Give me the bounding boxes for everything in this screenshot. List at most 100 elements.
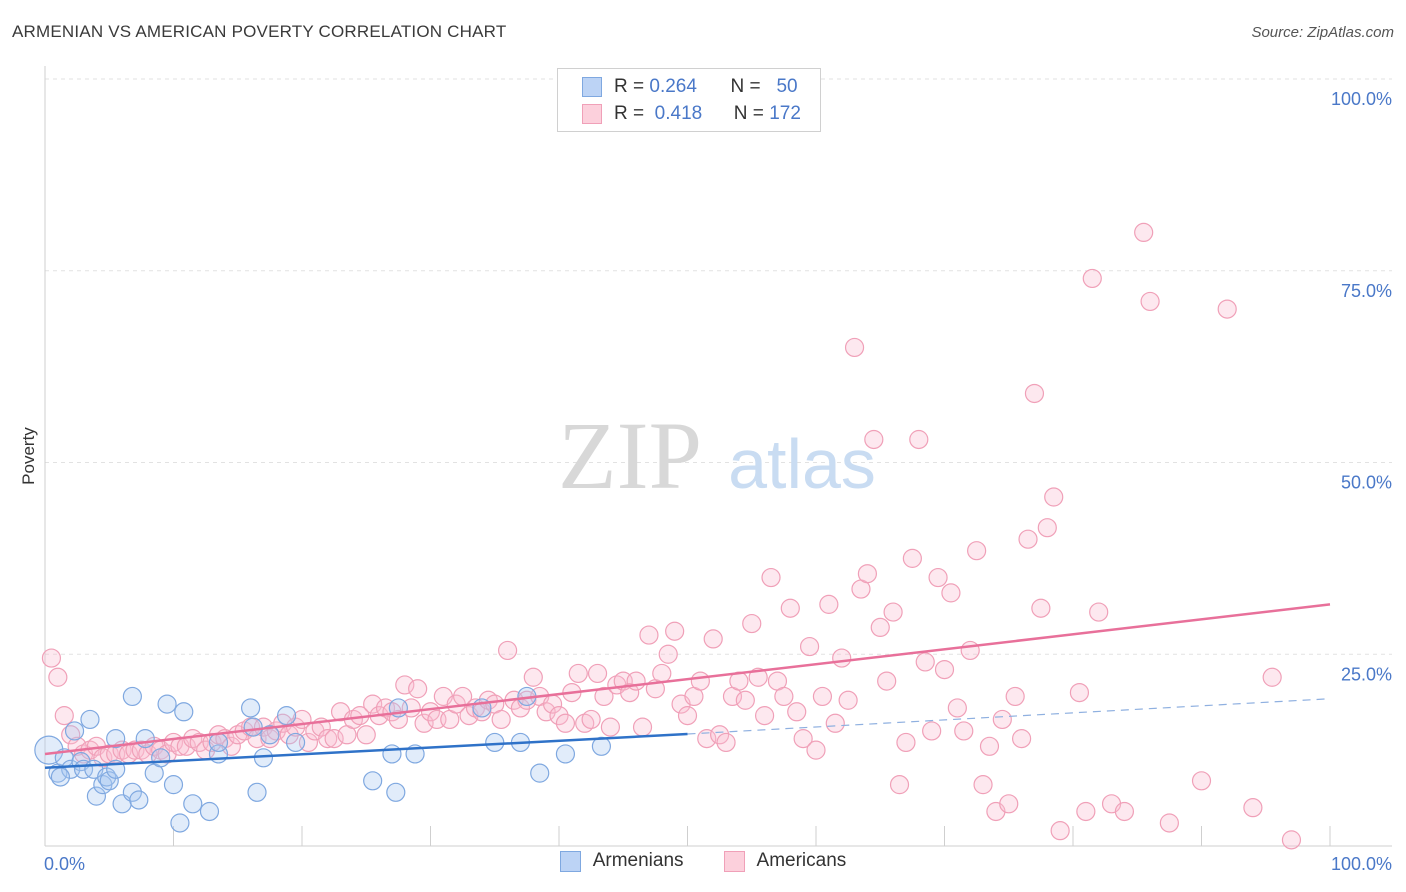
watermark-zip: ZIP [558, 402, 702, 509]
american-point [941, 583, 961, 603]
american-point [902, 548, 922, 568]
american-point [324, 729, 344, 749]
american-point [812, 686, 833, 707]
armenians-trend-extension [687, 698, 1331, 735]
armenian-point [86, 786, 107, 806]
american-point [877, 671, 897, 691]
american-point [1089, 602, 1109, 622]
american-point [825, 713, 845, 733]
american-point [883, 602, 903, 622]
american-point [793, 729, 813, 749]
armenian-point [382, 744, 402, 764]
american-point [761, 567, 781, 588]
armenian-point [247, 782, 267, 802]
american-point [787, 702, 807, 722]
americans-points [41, 222, 1302, 850]
american-point [1114, 801, 1135, 822]
american-point [639, 625, 659, 645]
y-axis-label: Poverty [19, 427, 38, 485]
american-point [954, 721, 974, 741]
american-point [780, 598, 800, 618]
legend-item-armenians: Armenians [559, 850, 684, 872]
american-point [896, 732, 916, 753]
american-point [934, 659, 955, 680]
armenian-point [243, 717, 263, 737]
american-point [1044, 487, 1064, 507]
american-point [414, 713, 434, 733]
american-point [857, 564, 878, 584]
american-point [947, 698, 967, 718]
american-point [922, 721, 942, 741]
stats-legend: R = 0.264 N = 50 R = 0.418 N = 172 [557, 68, 821, 132]
american-point [799, 636, 820, 657]
american-point [61, 725, 81, 745]
american-point [754, 706, 775, 726]
american-point [665, 621, 685, 641]
source-credit: Source: ZipAtlas.com [1251, 24, 1394, 41]
american-point [979, 736, 1000, 756]
r-label: R = [614, 76, 645, 97]
american-point [549, 706, 569, 726]
american-point [48, 667, 68, 687]
american-point [620, 682, 640, 703]
y-tick-label: 100.0% [1331, 89, 1392, 109]
american-point [1243, 798, 1263, 818]
armenian-point [80, 709, 100, 730]
american-point [915, 652, 935, 672]
american-point [928, 567, 948, 588]
american-point [748, 667, 768, 687]
american-point [735, 690, 755, 710]
american-point [677, 706, 698, 726]
americans-swatch [582, 104, 602, 124]
american-point [1018, 529, 1038, 549]
american-point [1031, 598, 1051, 618]
american-point [420, 702, 441, 722]
armenians-trend-line [44, 732, 688, 770]
american-point [658, 644, 678, 664]
legend-item-americans: Americans [723, 850, 846, 872]
series-legend: Armenians Americans [0, 850, 1406, 872]
armenian-point [530, 763, 550, 783]
american-point [491, 709, 511, 730]
r-label: R = [614, 103, 645, 124]
american-point [1262, 667, 1282, 687]
r-value: 0.418 [654, 103, 703, 124]
armenian-point [174, 702, 194, 722]
american-point [363, 694, 383, 714]
american-point [697, 729, 717, 749]
american-point [626, 671, 646, 691]
armenian-point [285, 732, 306, 753]
armenian-point [129, 790, 149, 810]
american-point [690, 671, 710, 691]
n-label: N = [733, 103, 764, 124]
armenian-point [106, 729, 126, 749]
legend-label: Armenians [592, 850, 684, 871]
american-point [710, 725, 730, 745]
american-point [498, 640, 518, 661]
american-point [1050, 821, 1070, 841]
american-point [41, 648, 62, 668]
armenian-point [135, 729, 155, 749]
tick-labels: 25.0% 50.0% 75.0% 100.0% 0.0% 100.0% [44, 89, 1392, 874]
armenians-legend-swatch [559, 850, 581, 872]
armenian-point [386, 782, 406, 802]
armenian-point [64, 721, 85, 741]
american-point [632, 717, 653, 737]
armenian-point [99, 771, 119, 791]
american-point [844, 337, 865, 358]
r-value: 0.264 [649, 76, 697, 97]
armenian-point [276, 706, 297, 726]
armenian-point [151, 748, 171, 768]
armenian-point [163, 775, 184, 795]
american-point [889, 775, 910, 795]
x-tick-label: 100.0% [1331, 854, 1392, 874]
american-point [1037, 518, 1057, 538]
americans-legend-swatch [723, 850, 745, 872]
american-point [774, 686, 794, 707]
american-point [703, 629, 723, 649]
american-point [594, 686, 614, 707]
armenian-point [122, 782, 142, 802]
american-point [806, 740, 826, 760]
y-tick-label: 75.0% [1341, 281, 1392, 301]
armenian-point [485, 732, 505, 753]
